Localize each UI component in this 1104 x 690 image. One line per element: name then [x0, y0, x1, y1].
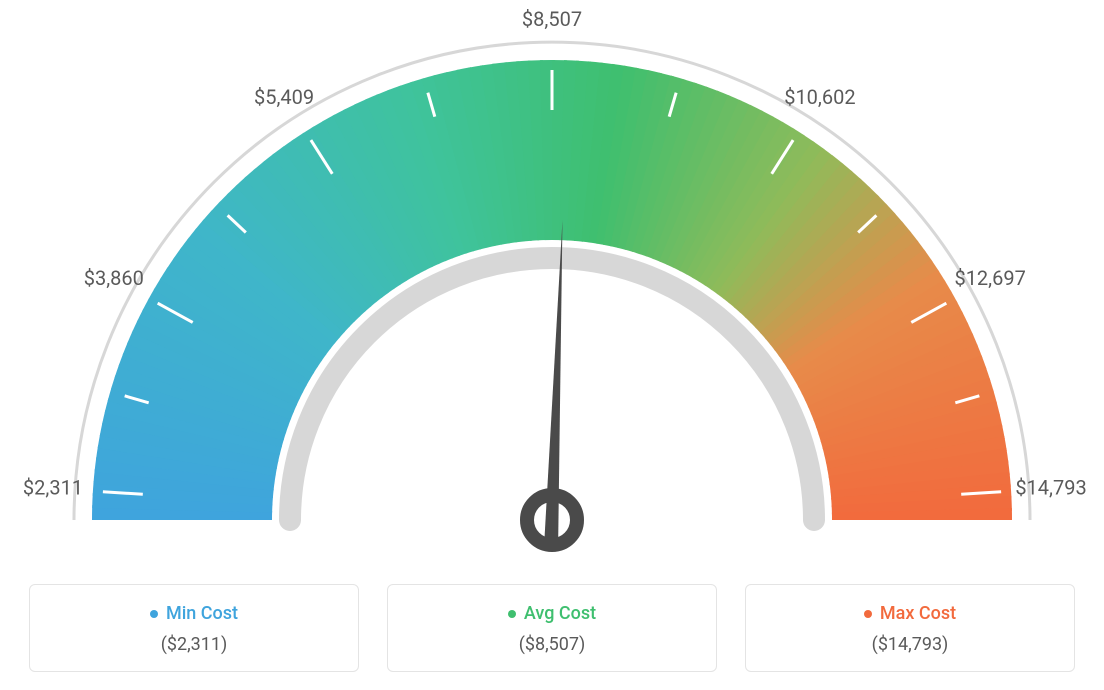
legend-value-max: ($14,793) — [756, 634, 1064, 655]
legend-title-text-avg: Avg Cost — [524, 603, 596, 624]
svg-text:$8,507: $8,507 — [522, 7, 582, 31]
legend-title-text-max: Max Cost — [880, 603, 956, 624]
svg-text:$10,602: $10,602 — [784, 85, 855, 109]
legend-dot-min — [150, 610, 158, 618]
legend-title-min: Min Cost — [150, 603, 238, 624]
legend-card-min: Min Cost ($2,311) — [29, 584, 359, 673]
legend-title-text-min: Min Cost — [166, 603, 238, 624]
legend-title-avg: Avg Cost — [508, 603, 596, 624]
svg-text:$2,311: $2,311 — [23, 476, 83, 500]
legend-dot-avg — [508, 610, 516, 618]
svg-text:$5,409: $5,409 — [254, 85, 314, 109]
svg-text:$14,793: $14,793 — [1015, 476, 1086, 500]
gauge-svg: $2,311 $3,860 $5,409 $8,507 $10,602 $12,697 $1… — [0, 0, 1104, 560]
legend-value-min: ($2,311) — [40, 634, 348, 655]
legend-card-avg: Avg Cost ($8,507) — [387, 584, 717, 673]
legend-dot-max — [864, 610, 872, 618]
legend-title-max: Max Cost — [864, 603, 956, 624]
legend-card-max: Max Cost ($14,793) — [745, 584, 1075, 673]
gauge-chart: $2,311 $3,860 $5,409 $8,507 $10,602 $12,697 $1… — [0, 0, 1104, 560]
svg-text:$3,860: $3,860 — [84, 266, 144, 290]
legend-row: Min Cost ($2,311) Avg Cost ($8,507) Max … — [0, 584, 1104, 673]
svg-text:$12,697: $12,697 — [954, 266, 1025, 290]
legend-value-avg: ($8,507) — [398, 634, 706, 655]
